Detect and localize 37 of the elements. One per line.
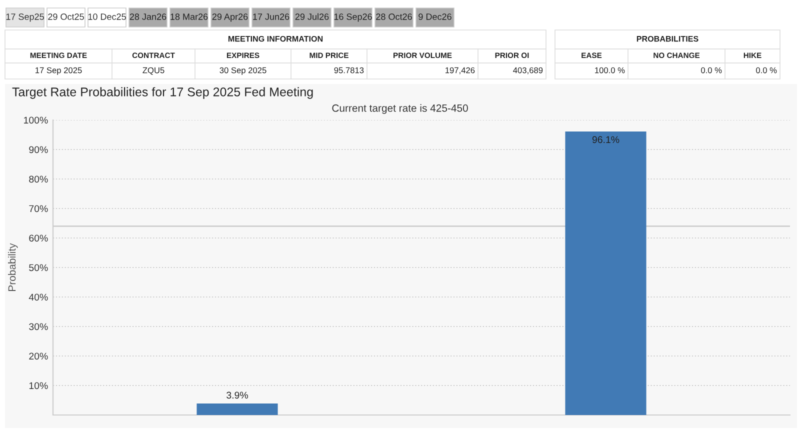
- text: 403,689: [513, 67, 543, 74]
- text: PROBABILITIES: [636, 36, 698, 42]
- y-tick-label: 50%: [29, 264, 48, 272]
- text: 17 Sep 2025: [36, 67, 82, 75]
- y-tick-label: 100%: [24, 116, 48, 124]
- text: 9 Dec26: [418, 14, 452, 20]
- text: MEETING INFORMATION: [228, 36, 323, 42]
- chart-title: Target Rate Probabilities for 17 Sep 2025 Fed Meeting: [12, 87, 313, 99]
- y-tick-label: 30%: [29, 323, 48, 330]
- y-tick-label: 70%: [29, 205, 48, 212]
- text: ZQU5: [142, 67, 164, 75]
- text: 18 Mar26: [170, 14, 208, 20]
- y-tick-label: 90%: [29, 146, 48, 154]
- data-label: 3.9%: [226, 392, 248, 399]
- text: 17 Jun26: [253, 14, 290, 20]
- y-tick-label: 60%: [29, 234, 48, 242]
- text: 95.7813: [334, 67, 364, 74]
- data-label: 96.1%: [592, 136, 620, 144]
- y-tick-label: 80%: [29, 176, 48, 183]
- text: 100.0 %: [595, 67, 625, 74]
- y-axis-title: Probability: [8, 243, 18, 291]
- text: 16 Sep26: [334, 14, 372, 22]
- text: 28 Jan26: [130, 14, 166, 20]
- text: 197,426: [446, 67, 475, 74]
- text: 17 Sep25: [6, 14, 44, 22]
- text: 0.0 %: [701, 67, 722, 74]
- y-tick-label: 40%: [28, 294, 48, 301]
- text: 0.0 %: [756, 67, 777, 74]
- text: 30 Sep 2025: [220, 67, 266, 75]
- chart-subtitle: Current target rate is 425-450: [332, 104, 468, 114]
- text: 10 Dec25: [88, 14, 126, 20]
- y-tick-label: 20%: [29, 352, 48, 360]
- text: 29 Oct25: [48, 14, 84, 20]
- y-tick-label: 10%: [29, 382, 48, 390]
- text: 29 Apr26: [212, 14, 248, 22]
- text: 28 Oct26: [376, 14, 412, 20]
- text: 29 Jul26: [295, 13, 329, 20]
